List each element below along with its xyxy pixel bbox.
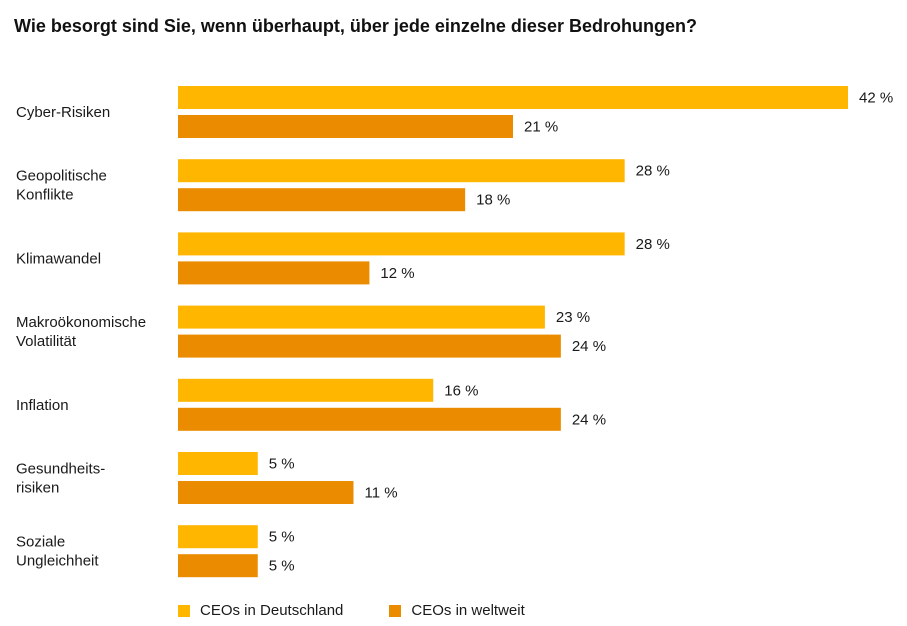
bar-deutschland-makroökonomische-volatilität bbox=[178, 305, 545, 329]
category-label-klimawandel: Klimawandel bbox=[16, 250, 101, 267]
bar-weltweit-gesundheits-risiken bbox=[178, 481, 354, 504]
bar-weltweit-klimawandel bbox=[178, 261, 370, 285]
value-label-deutschland-inflation: 16 % bbox=[444, 382, 478, 399]
bar-weltweit-soziale-ungleichheit bbox=[178, 554, 258, 578]
legend: CEOs in Deutschland CEOs in weltweit bbox=[178, 602, 571, 619]
bar-deutschland-klimawandel bbox=[178, 232, 625, 256]
value-label-weltweit-cyber-risiken: 21 % bbox=[524, 119, 558, 136]
value-label-deutschland-klimawandel: 28 % bbox=[636, 236, 670, 253]
category-label-soziale-ungleichheit: Soziale Ungleichheit bbox=[16, 534, 99, 570]
value-label-deutschland-gesundheits-risiken: 5 % bbox=[269, 456, 295, 473]
value-label-deutschland-geopolitische-konflikte: 28 % bbox=[636, 163, 670, 180]
value-label-weltweit-geopolitische-konflikte: 18 % bbox=[476, 192, 510, 209]
value-label-weltweit-klimawandel: 12 % bbox=[380, 265, 414, 282]
legend-label-weltweit: CEOs in weltweit bbox=[411, 602, 525, 619]
legend-swatch-weltweit bbox=[389, 604, 402, 617]
category-label-gesundheits-risiken: Gesundheits-risiken bbox=[16, 461, 105, 497]
bar-chart: Cyber-Risiken 42 % 21 % Geopolitische Konfli… bbox=[16, 86, 893, 578]
legend-item-deutschland: CEOs in Deutschland bbox=[178, 602, 343, 619]
bar-deutschland-inflation bbox=[178, 378, 434, 402]
value-label-weltweit-gesundheits-risiken: 11 % bbox=[364, 485, 397, 502]
chart-title: Wie besorgt sind Sie, wenn überhaupt, üb… bbox=[14, 16, 697, 36]
legend-swatch-deutschland bbox=[178, 604, 190, 617]
value-label-deutschland-makroökonomische-volatilität: 23 % bbox=[556, 309, 590, 326]
value-label-deutschland-soziale-ungleichheit: 5 % bbox=[269, 529, 295, 546]
bar-deutschland-geopolitische-konflikte bbox=[178, 159, 625, 183]
value-label-deutschland-cyber-risiken: 42 % bbox=[859, 90, 893, 107]
legend-item-weltweit: CEOs in weltweit bbox=[389, 602, 525, 619]
bar-weltweit-makroökonomische-volatilität bbox=[178, 334, 561, 358]
category-label-makroökonomische-volatilität: Makroökonomische Volatilität bbox=[16, 314, 146, 350]
bar-deutschland-soziale-ungleichheit bbox=[178, 525, 258, 549]
value-label-weltweit-makroökonomische-volatilität: 24 % bbox=[572, 338, 606, 355]
category-label-inflation: Inflation bbox=[16, 397, 69, 414]
category-label-geopolitische-konflikte: Geopolitische Konflikte bbox=[16, 168, 107, 204]
value-label-weltweit-soziale-ungleichheit: 5 % bbox=[269, 558, 295, 575]
bar-deutschland-cyber-risiken bbox=[178, 86, 848, 109]
bar-weltweit-cyber-risiken bbox=[178, 115, 513, 138]
bar-weltweit-geopolitische-konflikte bbox=[178, 188, 466, 212]
value-label-weltweit-inflation: 24 % bbox=[572, 411, 606, 428]
category-label-cyber-risiken: Cyber-Risiken bbox=[16, 104, 110, 121]
legend-label-deutschland: CEOs in Deutschland bbox=[200, 602, 344, 619]
bar-weltweit-inflation bbox=[178, 407, 561, 431]
bar-deutschland-gesundheits-risiken bbox=[178, 452, 258, 475]
